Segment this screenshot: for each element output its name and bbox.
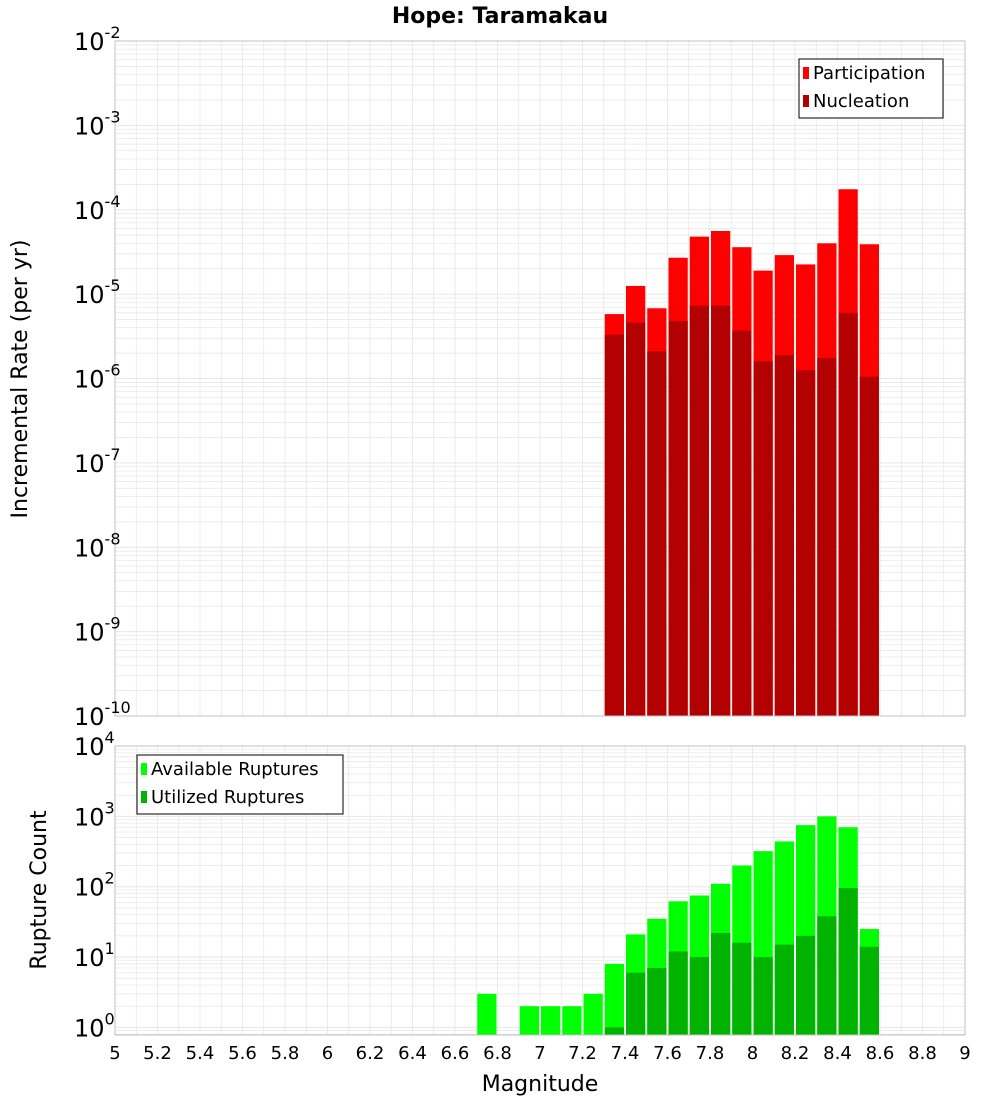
x-tick-label: 7.2: [568, 1043, 597, 1064]
x-axis-label: Magnitude: [482, 1072, 599, 1097]
y-tick-label: 10-9: [74, 614, 121, 647]
y-tick-label: 101: [74, 939, 115, 972]
y-axis-label: Rupture Count: [27, 810, 52, 970]
y-axis-label: Incremental Rate (per yr): [8, 240, 33, 519]
y-ticks: 10-2 10-3 10-4 10-5 10-6 10-7 10-8 10-9 10-10: [74, 23, 131, 731]
bar: [626, 972, 646, 1035]
y-tick-label: 100: [74, 1009, 115, 1042]
bar: [711, 932, 731, 1035]
y-tick-label: 10-4: [74, 192, 121, 225]
x-tick-label: 6.2: [356, 1043, 385, 1064]
y-ticks: 104 103 102 101 100: [74, 728, 115, 1042]
legend-box: [798, 58, 944, 119]
x-tick-label: 5.2: [143, 1043, 172, 1064]
bar: [668, 951, 688, 1035]
x-tick-label: 7.6: [653, 1043, 682, 1064]
bar: [647, 351, 667, 716]
plot-border: [114, 40, 966, 717]
x-tick-label: 7: [534, 1043, 545, 1064]
bar: [604, 1027, 624, 1035]
y-tick-label: 10-6: [74, 361, 121, 394]
y-tick-label: 10-3: [74, 107, 121, 140]
y-tick-label: 10-8: [74, 529, 121, 562]
bar: [477, 993, 497, 1035]
x-tick-label: 5.8: [271, 1043, 300, 1064]
y-tick-label: 102: [74, 869, 115, 902]
y-tick-label: 10-5: [74, 276, 121, 309]
x-tick-label: 8.8: [908, 1043, 937, 1064]
bar: [753, 957, 773, 1035]
bar: [859, 376, 879, 716]
bar: [817, 357, 837, 716]
bar: [838, 887, 858, 1035]
grid: [114, 41, 966, 717]
legend-label: Nucleation: [813, 91, 909, 112]
x-tick-label: 8.4: [823, 1043, 852, 1064]
bar: [796, 370, 816, 716]
chart-title: Hope: Taramakau: [392, 4, 608, 29]
bar: [562, 1006, 582, 1035]
bar: [689, 305, 709, 716]
bar: [732, 330, 752, 716]
legend-label: Participation: [813, 63, 925, 84]
x-tick-label: 6.8: [483, 1043, 512, 1064]
y-tick-label: 10-7: [74, 445, 121, 478]
y-tick-label: 10-2: [74, 23, 121, 56]
x-tick-label: 6.4: [398, 1043, 427, 1064]
x-tick-label: 7.8: [696, 1043, 725, 1064]
bar: [817, 916, 837, 1035]
y-tick-label: 10-10: [74, 698, 131, 731]
bar: [541, 1006, 561, 1035]
bar: [774, 944, 794, 1035]
series-1: [604, 887, 879, 1035]
bar: [604, 334, 624, 716]
rate-panel: 10-2 10-3 10-4 10-5 10-6 10-7 10-8 10-9 10-10 Inc…: [8, 23, 966, 731]
x-tick-label: 5.6: [228, 1043, 257, 1064]
y-tick-label: 104: [74, 728, 115, 761]
legend-label: Available Ruptures: [151, 759, 319, 780]
plot-border: [114, 745, 966, 1036]
x-tick-label: 9: [959, 1043, 970, 1064]
x-tick-label: 6: [322, 1043, 333, 1064]
x-tick-label: 8.6: [866, 1043, 895, 1064]
bar: [519, 1006, 539, 1035]
bar: [647, 967, 667, 1035]
legend-swatch: [803, 95, 809, 107]
x-tick-label: 7.4: [611, 1043, 640, 1064]
bar: [838, 312, 858, 716]
x-tick-label: 5.4: [186, 1043, 215, 1064]
legend-swatch: [141, 763, 147, 775]
legend-swatch: [803, 67, 809, 79]
y-tick-label: 103: [74, 798, 115, 831]
x-axis: 5 5.2 5.4 5.6 5.8 6 6.2 6.4 6.6 6.8 7 7.2 7.4 7.6 7.8 8…: [109, 1043, 970, 1064]
legend: Participation Nucleation: [798, 58, 944, 119]
legend-swatch: [141, 791, 147, 803]
bar: [774, 354, 794, 716]
x-tick-label: 6.6: [441, 1043, 470, 1064]
bar: [583, 993, 603, 1035]
bar: [711, 305, 731, 716]
legend-label: Utilized Ruptures: [151, 787, 304, 808]
bar: [859, 946, 879, 1035]
x-tick-label: 8: [747, 1043, 758, 1064]
bar: [753, 361, 773, 716]
bar: [732, 942, 752, 1035]
bar: [604, 963, 624, 1035]
bar: [626, 322, 646, 716]
x-tick-label: 5: [109, 1043, 120, 1064]
count-panel: 104 103 102 101 100 Rupture Count Available Ru…: [27, 728, 966, 1042]
x-tick-label: 8.2: [781, 1043, 810, 1064]
series-1: [604, 305, 879, 716]
bar: [796, 935, 816, 1035]
bar: [668, 321, 688, 716]
legend: Available Ruptures Utilized Ruptures: [136, 754, 344, 815]
legend-box: [136, 754, 344, 815]
bar: [689, 957, 709, 1035]
